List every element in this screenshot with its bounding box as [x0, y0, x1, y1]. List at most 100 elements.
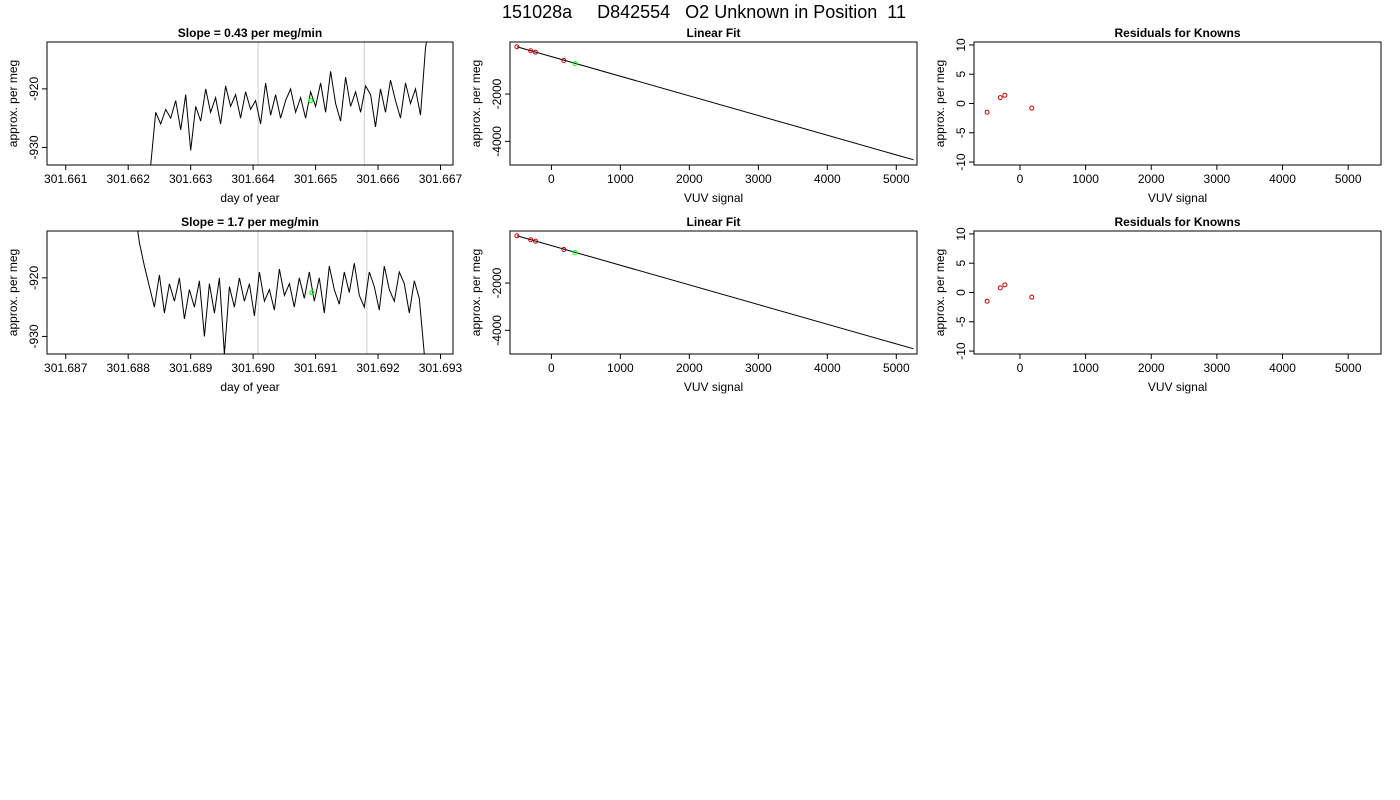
- x-axis-label: VUV signal: [1148, 380, 1207, 394]
- y-tick-label: 5: [954, 71, 968, 78]
- x-tick-label: 301.667: [419, 172, 463, 186]
- y-tick-label: -2000: [490, 267, 504, 298]
- x-tick-label: 2000: [1138, 172, 1165, 186]
- x-axis-label: day of year: [220, 191, 279, 205]
- plot-frame: [46, 41, 454, 166]
- x-tick-label: 5000: [1335, 361, 1362, 375]
- x-tick-label: 301.690: [231, 361, 275, 375]
- y-tick-label: 10: [954, 227, 968, 241]
- series-line: [137, 231, 425, 354]
- x-axis-label: day of year: [220, 380, 279, 394]
- x-tick-label: 301.662: [107, 172, 151, 186]
- x-tick-label: 301.692: [356, 361, 400, 375]
- series-line: [150, 42, 427, 165]
- panel-linear-fit-2: Linear Fit 0 1000 2000 3000 4000 5000 -4000 -200…: [469, 215, 918, 394]
- plot-frame: [509, 230, 918, 355]
- fit-line: [516, 46, 914, 161]
- x-tick-label: 3000: [1204, 361, 1231, 375]
- x-tick-label: 5000: [883, 361, 910, 375]
- x-tick-label: 5000: [883, 172, 910, 186]
- data-point-knowns: [533, 238, 539, 244]
- y-axis-label: approx. per meg: [6, 60, 20, 147]
- data-point-series0: [1029, 105, 1035, 111]
- data-point-series0: [984, 109, 990, 115]
- panel-residuals-2: Residuals for Knowns 0 1000 2000 3000 4000 500…: [933, 215, 1382, 394]
- panel-linear-fit-1: Linear Fit 0 1000 2000 3000 4000 5000 -4000 -200…: [469, 26, 918, 205]
- y-tick-label: -4000: [490, 126, 504, 157]
- x-tick-label: 0: [1017, 361, 1024, 375]
- plot-area: [514, 233, 914, 350]
- plot-area: [150, 42, 427, 165]
- plot-area: [514, 44, 914, 161]
- panel-residuals-1: Residuals for Knowns 0 1000 2000 3000 4000 500…: [933, 26, 1382, 205]
- y-tick-label: -920: [27, 77, 41, 101]
- data-point-unknown: [572, 250, 578, 256]
- y-axis-label: approx. per meg: [469, 249, 483, 336]
- x-tick-label: 301.689: [169, 361, 213, 375]
- y-tick-label: -10: [954, 342, 968, 360]
- fit-line: [516, 235, 914, 350]
- y-tick-label: 0: [954, 100, 968, 107]
- x-tick-label: 0: [548, 361, 555, 375]
- data-point-series0: [1002, 282, 1008, 288]
- panels-grid: Slope = 0.43 per meg/min 301.661 301.662 30…: [6, 26, 1382, 394]
- x-tick-label: 4000: [1269, 361, 1296, 375]
- y-axis-label: approx. per meg: [933, 249, 947, 336]
- y-axis-label: approx. per meg: [933, 60, 947, 147]
- data-point-knowns: [561, 57, 567, 63]
- unknown-marker: [309, 289, 315, 296]
- y-tick-label: -2000: [490, 78, 504, 109]
- x-tick-label: 3000: [1204, 172, 1231, 186]
- y-tick-label: -930: [27, 135, 41, 159]
- y-axis-label: approx. per meg: [6, 249, 20, 336]
- x-tick-label: 4000: [814, 361, 841, 375]
- x-tick-label: 301.693: [419, 361, 463, 375]
- plot-frame: [46, 230, 454, 355]
- x-axis-label: VUV signal: [1148, 191, 1207, 205]
- data-point-series0: [1029, 294, 1035, 300]
- unknown-marker: [307, 97, 314, 104]
- x-tick-label: 3000: [745, 172, 772, 186]
- panel-title: Linear Fit: [686, 215, 740, 229]
- y-tick-label: -920: [27, 266, 41, 290]
- data-point-knowns: [561, 246, 567, 252]
- plot-area: [984, 282, 1035, 304]
- data-point-knowns: [533, 49, 539, 55]
- plot-frame: [973, 230, 1382, 355]
- panel-title: Slope = 0.43 per meg/min: [178, 26, 322, 40]
- data-point-series0: [984, 298, 990, 304]
- x-tick-label: 301.666: [356, 172, 400, 186]
- plot-area: [984, 92, 1035, 115]
- x-tick-label: 2000: [1138, 361, 1165, 375]
- x-tick-label: 4000: [814, 172, 841, 186]
- y-tick-label: 5: [954, 260, 968, 267]
- y-tick-label: -930: [27, 324, 41, 348]
- panel-title: Slope = 1.7 per meg/min: [181, 215, 319, 229]
- y-tick-label: 10: [954, 38, 968, 52]
- panel-timeseries-2: Slope = 1.7 per meg/min 301.687 301.688 301…: [6, 215, 463, 394]
- x-tick-label: 0: [548, 172, 555, 186]
- x-tick-label: 1000: [607, 361, 634, 375]
- data-point-unknown: [572, 61, 578, 67]
- figure-title: 151028a D842554 O2 Unknown in Position 1…: [502, 2, 906, 22]
- y-tick-label: 0: [954, 289, 968, 296]
- x-tick-label: 1000: [1072, 361, 1099, 375]
- x-tick-label: 2000: [676, 172, 703, 186]
- y-tick-label: -5: [954, 316, 968, 327]
- x-tick-label: 301.663: [169, 172, 213, 186]
- x-tick-label: 1000: [607, 172, 634, 186]
- data-point-knowns: [514, 44, 520, 50]
- x-tick-label: 301.664: [231, 172, 275, 186]
- x-tick-label: 301.691: [294, 361, 338, 375]
- data-point-series0: [1002, 92, 1008, 98]
- panel-title: Residuals for Knowns: [1114, 26, 1240, 40]
- y-tick-label: -5: [954, 127, 968, 138]
- data-point-knowns: [528, 237, 534, 243]
- plot-frame: [973, 41, 1382, 166]
- x-tick-label: 3000: [745, 361, 772, 375]
- panel-title: Linear Fit: [686, 26, 740, 40]
- data-point-series0: [997, 95, 1003, 101]
- y-tick-label: -4000: [490, 315, 504, 346]
- x-tick-label: 301.688: [107, 361, 151, 375]
- x-tick-label: 4000: [1269, 172, 1296, 186]
